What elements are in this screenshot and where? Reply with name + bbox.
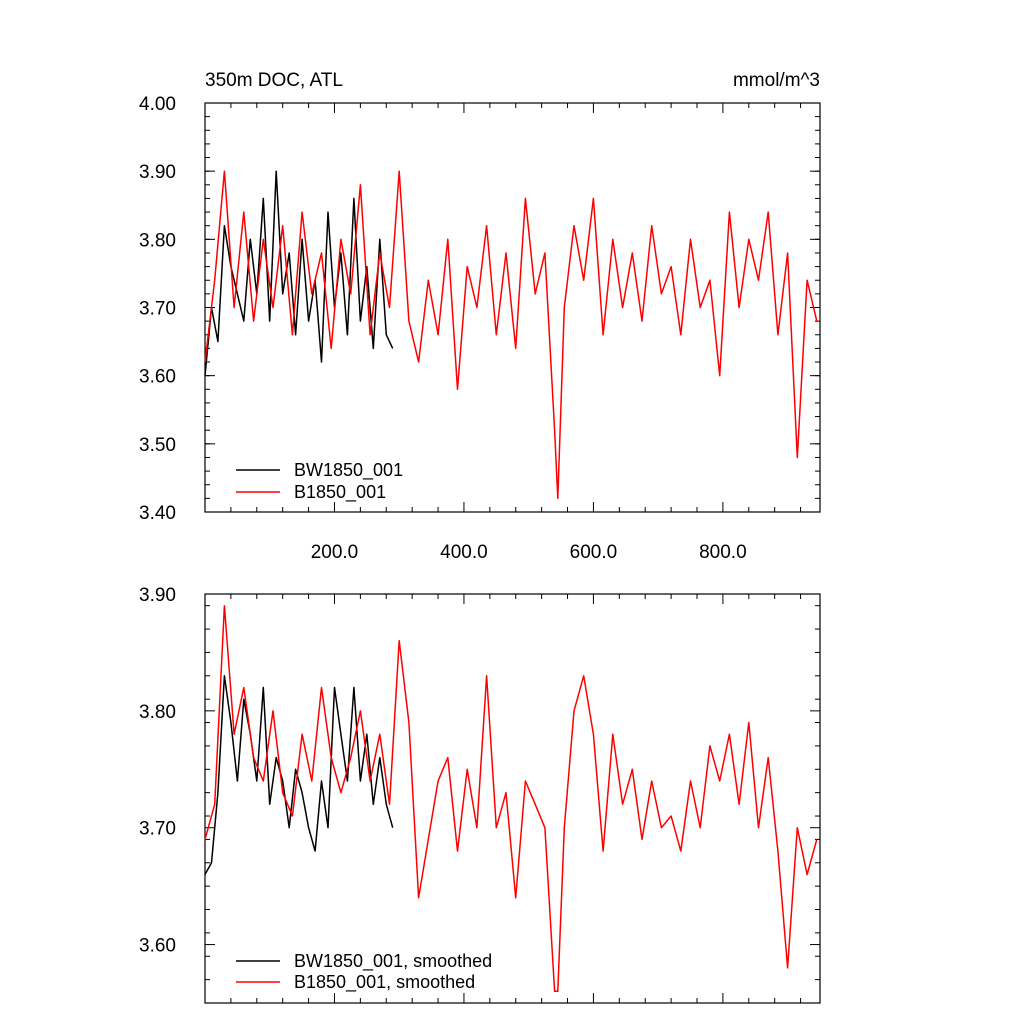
x-tick-label: 200.0 (311, 542, 359, 563)
y-tick-label: 3.80 (139, 230, 176, 251)
top-axes: 3.40 3.50 3.60 3.70 3.80 3.90 4.00 200.0 400.0 60… (139, 94, 820, 563)
series-line-b1850 (204, 604, 818, 993)
series-line-bw1850 (204, 675, 394, 875)
y-tick-label: 3.60 (139, 367, 176, 388)
bottom-series-group (204, 604, 818, 993)
bottom-legend: BW1850_001, smoothed B1850_001, smoothed (236, 951, 492, 993)
bottom-legend-label-bw1850: BW1850_001, smoothed (294, 951, 492, 972)
series-line-b1850 (204, 170, 818, 500)
bottom-axes: 3.60 3.70 3.80 3.90 (139, 585, 820, 1004)
x-tick-label: 600.0 (570, 542, 618, 563)
top-chart-units: mmol/m^3 (733, 70, 820, 91)
y-tick-label: 3.90 (139, 585, 176, 606)
x-tick-label: 400.0 (440, 542, 488, 563)
y-tick-label: 3.80 (139, 702, 176, 723)
top-legend: BW1850_001 B1850_001 (236, 460, 403, 503)
y-tick-label: 3.60 (139, 936, 176, 957)
bottom-panel: 3.60 3.70 3.80 3.90 BW1850_001, smoothed B1… (139, 585, 821, 1004)
bottom-legend-label-b1850: B1850_001, smoothed (294, 972, 475, 993)
y-tick-label: 3.50 (139, 435, 176, 456)
y-tick-label: 3.40 (139, 503, 176, 524)
top-chart-title: 350m DOC, ATL (205, 70, 343, 91)
top-series-group (204, 170, 818, 500)
top-legend-label-bw1850: BW1850_001 (294, 460, 403, 481)
bottom-plot-frame (204, 593, 821, 1004)
top-legend-label-b1850: B1850_001 (294, 482, 386, 503)
y-tick-label: 3.70 (139, 819, 176, 840)
series-line-bw1850 (204, 170, 394, 376)
y-tick-label: 3.70 (139, 299, 176, 320)
top-panel: 350m DOC, ATL mmol/m^3 3.403.503.603.703… (139, 70, 821, 563)
x-tick-label: 800.0 (699, 542, 747, 563)
y-tick-label: 4.00 (139, 94, 176, 115)
y-tick-label: 3.90 (139, 162, 176, 183)
